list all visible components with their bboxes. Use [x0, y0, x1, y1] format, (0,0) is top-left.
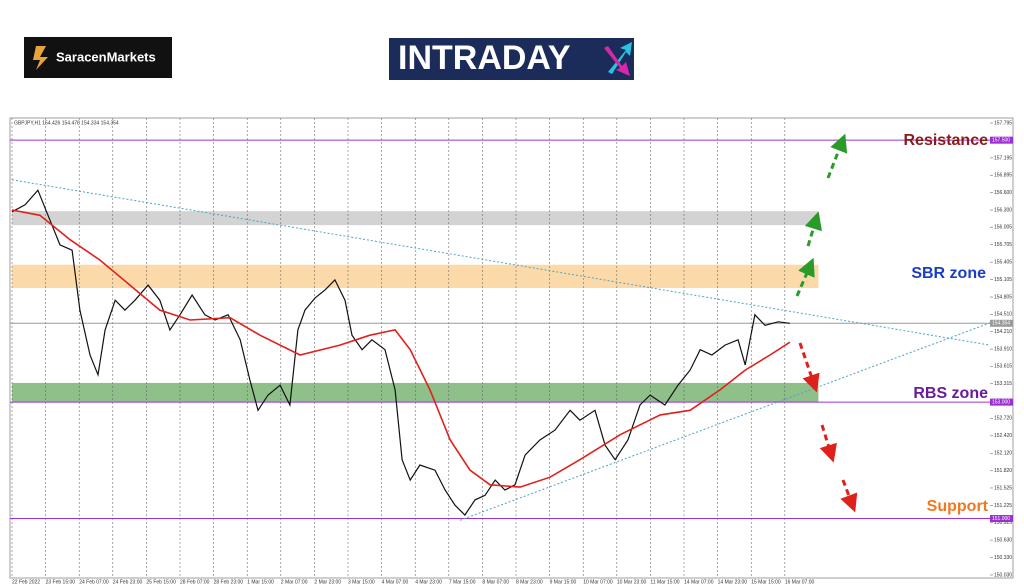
- x-tick-label: 28 Feb 23:00: [214, 579, 244, 585]
- annotation: SBR zone: [911, 265, 986, 282]
- annotation: RBS zone: [913, 385, 988, 402]
- up-arrow: [826, 133, 848, 179]
- plot: 22 Feb 2022 23 Feb 15:00 24 Feb 07:00 24 Fe…: [10, 118, 1013, 585]
- annotation: Resistance: [904, 132, 989, 149]
- x-tick-label: 22 Feb 2022: [12, 579, 40, 585]
- x-tick-label: 7 Mar 15:00: [449, 579, 476, 585]
- zone: [12, 264, 819, 289]
- x-tick-label: 11 Mar 15:00: [650, 579, 679, 585]
- trendline: [11, 179, 990, 346]
- y-tick-label: 152.720: [994, 416, 1012, 422]
- y-tick-label: 152.420: [994, 433, 1012, 439]
- y-tick-label: 155.705: [994, 242, 1012, 248]
- y-tick-label: 150.630: [994, 537, 1012, 543]
- y-tick-label: 155.405: [994, 259, 1012, 265]
- level-label: 157.500: [992, 138, 1010, 144]
- x-tick-label: 4 Mar 07:00: [382, 579, 409, 585]
- y-tick-label: 151.525: [994, 485, 1012, 491]
- logo-text: INTRADAY: [398, 39, 571, 77]
- x-tick-label: 9 Mar 15:00: [550, 579, 577, 585]
- annotation: Support: [927, 498, 989, 515]
- x-tick-label: 15 Mar 15:00: [751, 579, 781, 585]
- x-tick-label: 24 Feb 23:00: [113, 579, 143, 585]
- arrows: [795, 133, 858, 513]
- down-arrow: [798, 342, 820, 393]
- x-tick-label: 24 Feb 07:00: [79, 579, 109, 585]
- logo-arrow: [604, 46, 630, 76]
- x-tick-label: 3 Mar 15:00: [348, 579, 375, 585]
- y-tick-label: 154.510: [994, 312, 1012, 318]
- chart-frame: [9, 117, 1014, 579]
- symbol-info: GBPJPY,H1 154.426 154.478 154.334 154.35…: [14, 120, 119, 126]
- y-tick-label: 157.195: [994, 155, 1012, 161]
- x-tick-label: 14 Mar 07:00: [684, 579, 714, 585]
- y-tick-label: 153.910: [994, 346, 1012, 352]
- x-tick-label: 4 Mar 23:00: [415, 579, 442, 585]
- level-box: [990, 136, 1013, 144]
- brand-icon: [33, 46, 48, 70]
- y-tick-label: 156.600: [994, 190, 1012, 196]
- y-tick-label: 150.030: [994, 572, 1012, 578]
- y-tick-label: 153.315: [994, 381, 1012, 387]
- logo-arrow: [608, 42, 632, 74]
- brand-logo: SaracenMarkets: [24, 37, 172, 78]
- y-tick-label: 156.895: [994, 173, 1012, 179]
- brand-text: SaracenMarkets: [56, 49, 156, 64]
- y-tick-label: 156.300: [994, 207, 1012, 213]
- trendline: [459, 322, 990, 521]
- level-box: [990, 398, 1013, 406]
- up-arrow: [795, 257, 815, 297]
- level-box: [990, 515, 1013, 523]
- series-line: [11, 189, 790, 516]
- x-tick-label: 23 Feb 15:00: [46, 579, 76, 585]
- x-tick-label: 8 Mar 07:00: [482, 579, 509, 585]
- x-tick-label: 25 Feb 15:00: [146, 579, 176, 585]
- level-label: 154.354: [992, 321, 1010, 327]
- y-tick-label: 151.225: [994, 503, 1012, 509]
- x-tick-label: 2 Mar 23:00: [314, 579, 341, 585]
- y-tick-label: 157.795: [994, 120, 1012, 126]
- y-tick-label: 152.120: [994, 451, 1012, 457]
- x-tick-label: 28 Feb 07:00: [180, 579, 210, 585]
- brand-bg: [24, 37, 172, 78]
- level-box: [990, 319, 1013, 327]
- down-arrow: [840, 479, 858, 513]
- y-tick-label: 153.615: [994, 364, 1012, 370]
- series-line: [11, 209, 791, 488]
- y-tick-label: 150.330: [994, 555, 1012, 561]
- y-tick-label: 154.805: [994, 294, 1012, 300]
- up-arrow: [804, 211, 822, 247]
- down-arrow: [819, 424, 837, 463]
- x-tick-label: 1 Mar 15:00: [247, 579, 274, 585]
- intraday-logo: INTRADAY: [389, 38, 634, 80]
- level-label: 151.000: [992, 516, 1010, 522]
- x-tick-label: 16 Mar 07:00: [785, 579, 815, 585]
- x-tick-label: 10 Mar 23:00: [617, 579, 647, 585]
- x-tick-label: 10 Mar 07:00: [583, 579, 613, 585]
- x-tick-label: 14 Mar 23:00: [718, 579, 748, 585]
- y-tick-label: 150.925: [994, 520, 1012, 526]
- y-tick-label: 155.105: [994, 277, 1012, 283]
- x-tick-label: 2 Mar 07:00: [281, 579, 308, 585]
- level-label: 153.000: [992, 399, 1010, 405]
- y-tick-label: 154.210: [994, 329, 1012, 335]
- y-tick-label: 151.820: [994, 468, 1012, 474]
- logo-bg: [389, 38, 634, 80]
- y-tick-label: 156.005: [994, 225, 1012, 231]
- x-tick-label: 8 Mar 23:00: [516, 579, 543, 585]
